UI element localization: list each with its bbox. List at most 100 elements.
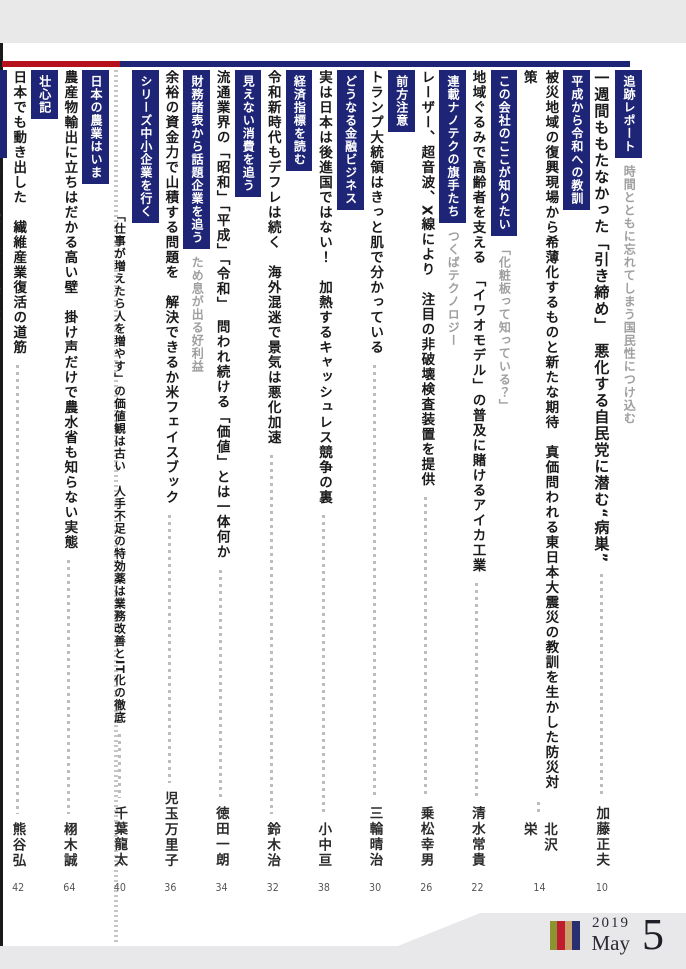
issue-color-stripes: [549, 920, 580, 950]
top-gray-band: [0, 0, 686, 43]
dotted-leader: [15, 365, 19, 814]
author-name: 千葉龍太: [112, 806, 128, 868]
author-name: 乗松幸男: [418, 806, 434, 868]
issue-year-month: 2019 May: [592, 916, 631, 954]
category-badge: 連載ナノテクの旗手たち: [439, 70, 466, 223]
article-badge-column: 平成から令和への教訓: [563, 70, 590, 893]
page-number: 38: [317, 882, 330, 893]
page-number: 32: [266, 882, 279, 893]
article-title-column: レーザー、超音波、X線により 注目の非破壊検査装置を提供 乗松幸男 26: [415, 70, 437, 893]
category-badge: この会社のここが知りたい: [490, 70, 518, 236]
page-number: 26: [420, 882, 433, 893]
author-name: 鈴木治: [265, 821, 281, 869]
article-title-column: トランプ大統領はきっと肌で分かっている 三輪晴治 30: [364, 70, 386, 893]
issue-block: 2019 May 5: [549, 910, 664, 959]
article-title-column: 被災地域の復興現場から希薄化するものと新たな期待 真価問われる東日本大震災の教訓…: [517, 70, 560, 893]
page-number: 34: [215, 882, 228, 893]
dotted-leader: [67, 560, 71, 814]
article-title: レーザー、超音波、X線により 注目の非破壊検査装置を提供: [418, 70, 435, 487]
author-name: 児玉万里子: [162, 790, 178, 869]
dotted-leader: [219, 569, 223, 798]
article-title-column: 「仕事が増えたら人を増やす」の価値観は古い 人手不足の特効薬は業務改善とIT化の…: [109, 70, 129, 893]
article-badge-column: こちら社会部 事件は社会の変容を映す鏡: [0, 70, 7, 893]
page-number: 14: [533, 882, 546, 893]
article-title: トランプ大統領はきっと肌で分かっている: [367, 70, 384, 355]
article: 壮心記 日本でも動き出した 繊維産業復活の道筋 熊谷弘 42: [7, 70, 58, 893]
author-name: 小中亘: [316, 821, 332, 869]
category-badge: 追跡レポート: [615, 70, 642, 158]
article: 追跡レポート 時間とともに忘れてしまう国民性につけ込む 一週間ももたなかった「引…: [590, 70, 642, 893]
article-badge-column: 前方注意: [388, 70, 415, 893]
article-title: 余裕の資金力で山積する問題を 解決できるか米フェイスブック: [162, 70, 179, 505]
issue-number: 5: [642, 910, 664, 959]
author-name: 三輪晴治: [367, 806, 383, 868]
article: シリーズ中小企業を行く 「仕事が増えたら人を増やす」の価値観は古い 人手不足の特…: [109, 70, 159, 893]
article-title: 実は日本は後進国ではない！ 加熱するキャッシュレス競争の裏: [315, 70, 332, 505]
accent-bar-navy: [120, 61, 630, 67]
article-badge-column: 財務諸表から話題企業を追う ため息が出る好利益: [183, 70, 210, 893]
page-number: 40: [113, 882, 126, 893]
page-number: 64: [63, 882, 76, 893]
category-badge: 壮心記: [31, 70, 58, 119]
dotted-leader: [475, 583, 479, 798]
category-badge: 財務諸表から話題企業を追う: [183, 70, 210, 249]
article: この会社のここが知りたい 「化粧板って知っている？」 地域ぐるみで高齢者を支える…: [466, 70, 518, 893]
author-name: 熊谷弘: [10, 821, 26, 869]
article-title-column: 実は日本は後進国ではない！ 加熱するキャッシュレス競争の裏 小中亘 38: [312, 70, 334, 893]
article-title: 地域ぐるみで高齢者を支える 「イワオモデル」の普及に賭けるアイカ工業: [469, 70, 486, 574]
lead-text: 事件は社会の変容を映す鏡: [0, 165, 3, 321]
author-name: 清水常貴: [469, 806, 485, 868]
dotted-leader: [424, 496, 428, 798]
article-title-column: 地域ぐるみで高齢者を支える 「イワオモデル」の普及に賭けるアイカ工業 清水常貴 …: [466, 70, 488, 893]
page-number: 10: [595, 882, 608, 893]
page-number: 22: [471, 882, 484, 893]
page-number: 36: [164, 882, 177, 893]
article-title: 農産物輸出に立ちはだかる高い壁 掛け声だけで農水省も知らない実態: [61, 70, 78, 550]
category-badge: 前方注意: [388, 70, 415, 132]
dotted-leader: [168, 515, 172, 783]
page-number: 42: [12, 882, 25, 893]
article-title-column: 日本でも動き出した 繊維産業復活の道筋 熊谷弘 42: [7, 70, 29, 893]
article: 平成から令和への教訓 被災地域の復興現場から希薄化するものと新たな期待 真価問わ…: [517, 70, 590, 893]
article-title-column: 一週間ももたなかった「引き締め」 悪化する自民党に潜む“病巣” 加藤正夫 10: [590, 70, 613, 893]
dotted-leader: [270, 455, 274, 814]
article: 前方注意 トランプ大統領はきっと肌で分かっている 三輪晴治 30: [364, 70, 415, 893]
category-badge: どうなる金融ビジネス: [336, 70, 364, 210]
article-title: 日本でも動き出した 繊維産業復活の道筋: [10, 70, 27, 355]
left-edge-line: [0, 43, 3, 969]
article-badge-column: 経済指標を読む: [285, 70, 313, 893]
lead-text: つくばテクノロジー: [446, 230, 461, 347]
article-title: 令和新時代もデフレは続く 海外混迷で景気は悪化加速: [264, 70, 281, 445]
article-title: 流通業界の「昭和」「平成」「令和」 問われ続ける「価値」とは一体何か: [213, 70, 230, 560]
article-badge-column: この会社のここが知りたい 「化粧板って知っている？」: [490, 70, 518, 893]
article-badge-column: 連載ナノテクの旗手たち つくばテクノロジー: [439, 70, 466, 893]
article-title-column: 令和新時代もデフレは続く 海外混迷で景気は悪化加速 鈴木治 32: [261, 70, 283, 893]
category-badge: 経済指標を読む: [285, 70, 313, 171]
dotted-leader: [372, 365, 376, 798]
article-title: 被災地域の復興現場から希薄化するものと新たな期待 真価問われる東日本大震災の教訓…: [520, 70, 559, 790]
article: どうなる金融ビジネス 実は日本は後進国ではない！ 加熱するキャッシュレス競争の裏…: [312, 70, 364, 893]
stripe-tan: [564, 920, 572, 950]
article-badge-column: 見えない消費を追う: [234, 70, 262, 893]
article: 財務諸表から話題企業を追う ため息が出る好利益 余裕の資金力で山積する問題を 解…: [159, 70, 210, 893]
article-title-column: 農産物輸出に立ちはだかる高い壁 掛け声だけで農水省も知らない実態 栩木誠 64: [58, 70, 80, 893]
accent-bar-red: [2, 61, 120, 67]
stripe-olive: [549, 920, 557, 950]
author-name: 徳田一朗: [213, 806, 229, 868]
lead-text: ため息が出る好利益: [190, 256, 205, 373]
author-name: 加藤正夫: [594, 806, 610, 868]
dotted-leader: [599, 573, 603, 798]
article-title-column: 余裕の資金力で山積する問題を 解決できるか米フェイスブック 児玉万里子 36: [159, 70, 181, 893]
article: 連載ナノテクの旗手たち つくばテクノロジー レーザー、超音波、X線により 注目の…: [415, 70, 466, 893]
author-name: 栩木誠: [61, 821, 77, 869]
article: こちら社会部 事件は社会の変容を映す鏡 僕らが幼少期に身を震わせた 吉展ちゃん事…: [0, 70, 7, 893]
dotted-leader: [537, 802, 541, 815]
article: 経済指標を読む 令和新時代もデフレは続く 海外混迷で景気は悪化加速 鈴木治 32: [261, 70, 313, 893]
dotted-leader: [117, 734, 121, 798]
article-badge-column: 日本の農業はいま: [82, 70, 109, 893]
article-badge-column: シリーズ中小企業を行く: [132, 70, 159, 893]
article-badge-column: 壮心記: [31, 70, 58, 893]
lead-text: 「化粧板って知っている？」: [497, 243, 512, 412]
stripe-red: [557, 920, 565, 950]
